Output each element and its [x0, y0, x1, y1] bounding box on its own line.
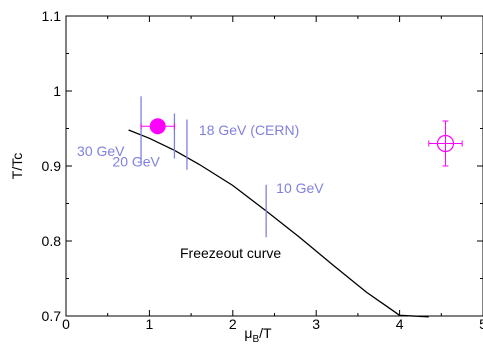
freezeout-curve-layer — [128, 129, 429, 318]
energy-label: 18 GeV (CERN) — [199, 122, 299, 138]
y-tick-label: 0.7 — [42, 308, 62, 324]
x-tick-label: 3 — [312, 316, 320, 332]
x-tick-label: 4 — [396, 316, 404, 332]
data-points-layer — [140, 118, 463, 167]
filled-marker — [149, 118, 166, 135]
x-axis-label-tail: /T — [259, 325, 272, 341]
data-point — [428, 120, 463, 167]
data-point — [140, 118, 175, 135]
energy-label: 10 GeV — [276, 180, 324, 196]
y-axis-label: T/Tc — [9, 153, 25, 179]
x-tick-label: 5 — [479, 316, 483, 332]
y-tick-label: 1 — [53, 83, 61, 99]
energy-label: 20 GeV — [112, 154, 160, 170]
x-axis-label-sub: B — [252, 334, 259, 345]
x-axis-label: μB/T — [244, 325, 272, 345]
freezeout-curve-line — [128, 129, 429, 318]
x-tick-label: 0 — [62, 316, 70, 332]
x-axis-label-main: μ — [244, 325, 252, 341]
y-tick-label: 1.1 — [42, 8, 62, 24]
x-tick-label: 1 — [146, 316, 154, 332]
open-marker — [436, 134, 455, 153]
ticks-layer: 0 1 2 3 4 5 0.7 0.8 0.9 1 1.1 — [42, 8, 483, 332]
annotation-freezeout-curve: Freezeout curve — [180, 245, 281, 261]
y-tick-label: 0.9 — [42, 158, 62, 174]
x-tick-label: 2 — [229, 316, 237, 332]
energy-label: 30 GeV — [77, 143, 125, 159]
y-tick-label: 0.8 — [42, 233, 62, 249]
